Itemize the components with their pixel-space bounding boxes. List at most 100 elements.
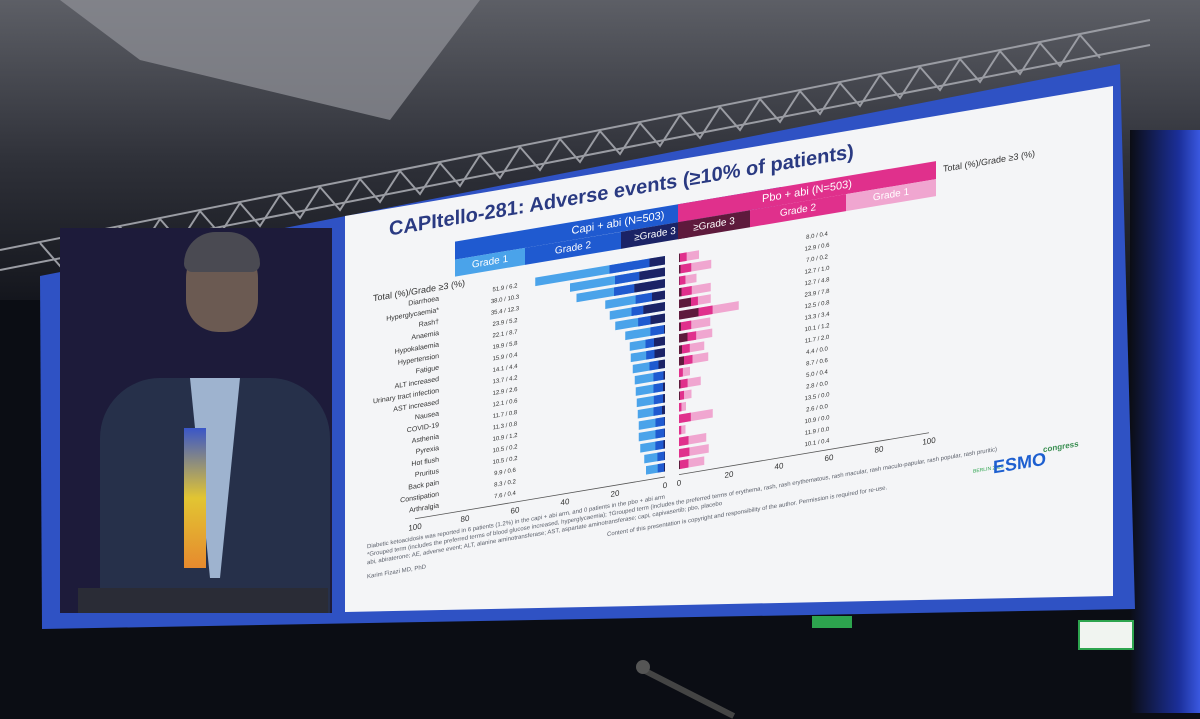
category-label: Nausea	[415, 411, 439, 422]
capi-grade3-bar	[664, 416, 665, 426]
pbo-grade3-bar	[679, 276, 680, 286]
pbo-value-label: 12.7 / 4.8	[805, 277, 831, 287]
capi-value-label: 10.5 / 0.2	[493, 444, 519, 454]
pbo-grade2-bar	[680, 378, 688, 389]
pbo-value-label: 10.1 / 1.2	[805, 323, 831, 333]
capi-value-label: 10.9 / 1.2	[493, 433, 519, 443]
pbo-grade2-bar	[679, 412, 691, 424]
left-axis-tick: 100	[408, 522, 422, 533]
left-axis-tick: 40	[561, 497, 570, 508]
category-label: Anaemia	[411, 330, 439, 342]
capi-grade3-bar	[664, 451, 665, 461]
capi-value-label: 22.1 / 8.7	[493, 329, 519, 339]
capi-grade3-bar	[663, 382, 665, 392]
capi-grade3-bar	[634, 278, 665, 293]
category-label: COVID-19	[407, 422, 439, 434]
pbo-grade3-bar	[679, 253, 680, 263]
capi-grade3-bar	[664, 462, 665, 472]
exit-sign	[1078, 620, 1134, 650]
capi-grade3-bar	[663, 370, 665, 380]
capi-grade3-bar	[663, 393, 665, 403]
capi-value-label: 23.9 / 5.2	[493, 318, 519, 328]
capi-value-label: 35.4 / 12.3	[491, 306, 520, 317]
microphone-stem	[643, 668, 736, 719]
capi-grade2-bar	[638, 315, 651, 327]
capi-grade2-bar	[653, 382, 663, 393]
pbo-grade3-bar	[679, 287, 682, 297]
left-axis-tick: 60	[511, 505, 520, 516]
pbo-value-label: 7.0 / 0.2	[806, 254, 828, 264]
pbo-grade2-bar	[680, 252, 687, 262]
capi-grade2-bar	[614, 284, 635, 296]
capi-grade2-bar	[653, 371, 664, 382]
capi-grade2-bar	[657, 451, 665, 462]
pbo-value-label: 2.6 / 0.0	[806, 404, 828, 414]
capi-value-label: 10.5 / 0.2	[493, 456, 519, 466]
pbo-grade2-bar	[681, 285, 692, 297]
podium	[78, 588, 328, 613]
right-axis-tick: 20	[725, 469, 734, 480]
capi-grade2-bar	[615, 271, 640, 285]
right-axis-tick: 60	[825, 453, 834, 464]
category-label: Rash†	[419, 319, 439, 329]
pbo-grade3-bar	[679, 264, 681, 274]
lanyard	[184, 428, 206, 568]
capi-grade3-bar	[652, 290, 665, 302]
capi-grade2-bar	[655, 417, 665, 428]
slide-content: CAPItello-281: Adverse events (≥10% of p…	[345, 86, 1113, 612]
pbo-grade2-bar	[680, 263, 692, 274]
capi-value-label: 14.1 / 4.4	[493, 364, 519, 374]
right-axis-tick: 100	[922, 436, 936, 447]
capi-grade2-bar	[631, 305, 644, 317]
capi-grade2-bar	[657, 463, 665, 473]
capi-grade3-bar	[643, 301, 665, 315]
pbo-value-label: 13.3 / 3.4	[805, 312, 831, 322]
capi-grade2-bar	[655, 440, 664, 451]
pbo-grade2-bar	[679, 436, 689, 447]
pbo-grade3-bar	[679, 297, 691, 309]
pbo-value-label: 13.5 / 0.0	[805, 392, 831, 402]
pbo-grade2-bar	[684, 354, 693, 365]
right-axis-tick: 0	[677, 478, 682, 488]
capi-grade3-bar	[654, 347, 665, 359]
pbo-grade2-bar	[679, 367, 683, 378]
pbo-value-label: 23.9 / 7.8	[805, 289, 831, 299]
capi-grade3-bar	[658, 359, 665, 370]
pbo-value-label: 10.1 / 0.4	[805, 438, 831, 448]
pbo-grade3-bar	[679, 322, 681, 332]
category-label: Diarrhoea	[408, 296, 439, 308]
capi-grade3-bar	[662, 405, 665, 415]
capi-value-label: 8.3 / 0.2	[494, 479, 516, 489]
pbo-grade2-bar	[679, 447, 690, 458]
capi-grade3-bar	[664, 324, 665, 334]
pbo-grade3-bar	[679, 379, 681, 389]
pbo-value-label: 8.7 / 0.6	[806, 358, 828, 368]
speaker-video	[60, 228, 332, 613]
capi-value-label: 7.6 / 0.4	[494, 491, 516, 501]
category-label: Hot flush	[411, 457, 439, 469]
pbo-grade2-bar	[681, 320, 692, 331]
pbo-grade2-bar	[680, 390, 685, 400]
category-label: Fatigue	[416, 365, 439, 376]
capi-grade2-bar	[646, 349, 655, 360]
right-axis-tick: 40	[775, 461, 784, 472]
capi-value-label: 15.9 / 0.4	[493, 352, 519, 362]
pbo-grade2-bar	[679, 425, 682, 435]
capi-value-label: 51.9 / 6.2	[493, 283, 519, 293]
stage-light	[1130, 130, 1200, 713]
capi-grade2-bar	[645, 338, 655, 349]
exit-sign-small	[812, 616, 852, 628]
pbo-value-label: 10.9 / 0.0	[805, 415, 831, 425]
pbo-value-label: 12.7 / 1.0	[805, 266, 831, 276]
pbo-grade2-bar	[680, 459, 689, 469]
left-x-axis	[415, 476, 665, 520]
pbo-value-label: 12.9 / 0.6	[805, 243, 831, 253]
pbo-grade2-bar	[691, 296, 698, 307]
capi-value-label: 9.9 / 0.6	[494, 468, 516, 478]
capi-grade2-bar	[649, 360, 659, 371]
capi-grade2-bar	[650, 325, 664, 336]
pbo-value-label: 11.7 / 2.0	[805, 335, 830, 345]
pbo-value-label: 12.5 / 0.8	[805, 300, 831, 310]
pbo-value-label: 11.9 / 0.0	[805, 427, 830, 437]
